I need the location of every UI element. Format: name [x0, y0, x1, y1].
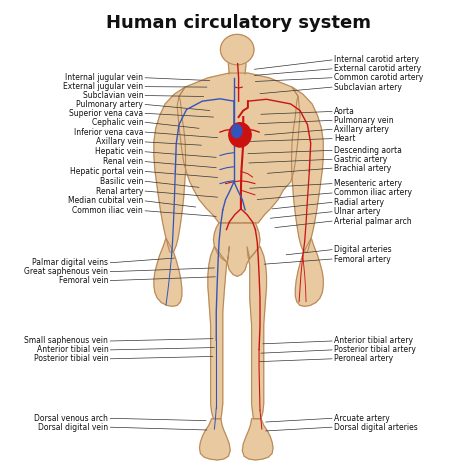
Polygon shape	[242, 419, 273, 460]
Polygon shape	[200, 419, 230, 460]
Text: Gastric artery: Gastric artery	[334, 155, 387, 164]
Text: Superior vena cava: Superior vena cava	[69, 109, 143, 118]
Polygon shape	[228, 64, 246, 74]
Text: Ulnar artery: Ulnar artery	[334, 207, 381, 216]
Text: Cephalic vein: Cephalic vein	[91, 118, 143, 127]
Ellipse shape	[229, 123, 251, 147]
Text: Axillary vein: Axillary vein	[96, 137, 143, 146]
Text: External carotid artery: External carotid artery	[334, 64, 421, 73]
Text: Femoral artery: Femoral artery	[334, 255, 391, 264]
Text: Internal carotid artery: Internal carotid artery	[334, 55, 419, 64]
Text: Internal jugular vein: Internal jugular vein	[65, 73, 143, 82]
Text: Anterior tibial artery: Anterior tibial artery	[334, 337, 413, 346]
Polygon shape	[154, 87, 185, 252]
Text: Renal artery: Renal artery	[96, 187, 143, 196]
Ellipse shape	[220, 35, 254, 65]
Text: Pulmonary vein: Pulmonary vein	[334, 116, 393, 125]
Text: Peroneal artery: Peroneal artery	[334, 354, 393, 363]
Text: Radial artery: Radial artery	[334, 198, 384, 207]
Text: External jugular vein: External jugular vein	[63, 82, 143, 91]
Text: Common iliac vein: Common iliac vein	[73, 206, 143, 215]
Polygon shape	[177, 73, 300, 223]
Text: Common iliac artery: Common iliac artery	[334, 189, 412, 198]
Text: Aorta: Aorta	[334, 107, 355, 116]
Text: Axillary artery: Axillary artery	[334, 125, 389, 134]
Text: Brachial artery: Brachial artery	[334, 164, 391, 173]
Text: Human circulatory system: Human circulatory system	[106, 15, 371, 33]
Text: Dorsal digital vein: Dorsal digital vein	[38, 423, 109, 432]
Text: Dorsal venous arch: Dorsal venous arch	[35, 414, 109, 423]
Text: Median cubital vein: Median cubital vein	[68, 196, 143, 205]
Text: Renal vein: Renal vein	[103, 157, 143, 166]
Text: Common carotid artery: Common carotid artery	[334, 73, 423, 82]
Text: Hepatic portal vein: Hepatic portal vein	[70, 167, 143, 176]
Text: Inferior vena cava: Inferior vena cava	[74, 128, 143, 137]
Text: Arcuate artery: Arcuate artery	[334, 414, 390, 423]
Text: Subclavian artery: Subclavian artery	[334, 82, 402, 91]
Text: Heart: Heart	[334, 134, 356, 143]
Text: Dorsal digital arteries: Dorsal digital arteries	[334, 423, 418, 432]
Text: Great saphenous vein: Great saphenous vein	[24, 267, 109, 276]
Text: Posterior tibial artery: Posterior tibial artery	[334, 346, 416, 355]
Text: Arterial palmar arch: Arterial palmar arch	[334, 217, 411, 226]
Text: Hepatic vein: Hepatic vein	[95, 147, 143, 156]
Text: Basilic vein: Basilic vein	[100, 177, 143, 186]
Text: Femoral vein: Femoral vein	[59, 276, 109, 285]
Polygon shape	[295, 238, 323, 306]
Polygon shape	[208, 246, 229, 419]
Text: Mesenteric artery: Mesenteric artery	[334, 179, 402, 188]
Polygon shape	[213, 223, 260, 276]
Ellipse shape	[232, 125, 242, 137]
Polygon shape	[247, 246, 266, 419]
Polygon shape	[154, 238, 182, 306]
Text: Small saphenous vein: Small saphenous vein	[25, 337, 109, 346]
Polygon shape	[292, 87, 323, 252]
Text: Pulmonary artery: Pulmonary artery	[76, 100, 143, 109]
Text: Descending aorta: Descending aorta	[334, 146, 402, 155]
Text: Subclavian vein: Subclavian vein	[82, 91, 143, 100]
Text: Digital arteries: Digital arteries	[334, 245, 392, 254]
Text: Palmar digital veins: Palmar digital veins	[32, 258, 109, 267]
Text: Anterior tibial vein: Anterior tibial vein	[36, 346, 109, 355]
Text: Posterior tibial vein: Posterior tibial vein	[34, 354, 109, 363]
